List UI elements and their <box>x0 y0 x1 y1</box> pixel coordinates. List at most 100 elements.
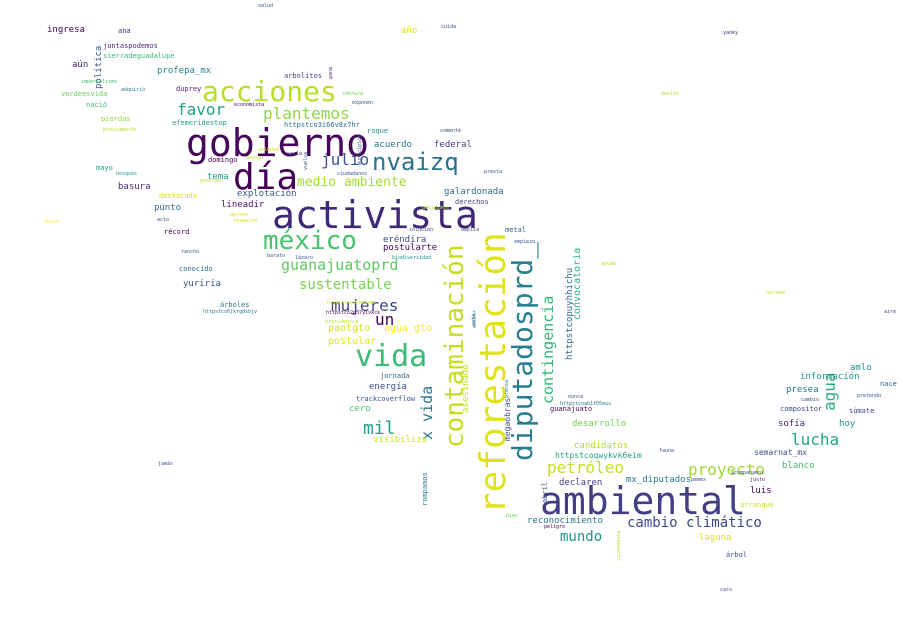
word: arranque <box>740 501 774 509</box>
word: vota <box>471 313 477 326</box>
word: compositor <box>780 405 823 413</box>
word: conocido <box>179 265 213 273</box>
word: aprobó <box>230 212 249 218</box>
word: peligro <box>544 524 566 530</box>
word: comenté <box>440 128 462 134</box>
word: acrede <box>767 290 786 296</box>
word: httpstco6jkrgdsbjv <box>203 309 258 315</box>
word: favor <box>177 100 226 119</box>
word: plantemos <box>263 104 350 123</box>
word: empieza <box>514 239 536 245</box>
word: información <box>800 372 860 382</box>
word: nace <box>880 380 897 388</box>
word: mayo <box>96 164 113 172</box>
word: basura <box>118 182 151 192</box>
word: mx_diputados <box>626 475 692 485</box>
word: energía <box>369 382 407 392</box>
word: presidencia <box>325 319 359 325</box>
word: federal <box>434 140 472 150</box>
word: ciudadanía <box>616 530 622 561</box>
word: año <box>401 26 418 36</box>
word: pierdas <box>101 115 131 123</box>
word: abril <box>541 481 549 503</box>
word: lineadir <box>221 200 265 210</box>
word: ana <box>118 27 131 35</box>
word: diputadosprd_ <box>506 241 539 461</box>
word: presea <box>786 385 819 395</box>
word: luis <box>750 486 772 496</box>
word: contingencia <box>539 295 557 404</box>
word: soledad <box>258 147 280 153</box>
word: medio ambiente <box>297 175 407 190</box>
word: cero <box>349 404 371 414</box>
word: día <box>233 157 299 198</box>
word: méxico <box>263 226 357 256</box>
word: gracias <box>200 178 222 184</box>
word: respaldo <box>233 218 258 224</box>
word: solución <box>409 227 434 233</box>
word: ambiental <box>540 479 746 523</box>
word: previamente <box>103 127 137 133</box>
word: domingo <box>208 156 238 164</box>
word: vuelo <box>44 219 60 225</box>
word: acompañamos <box>731 470 765 476</box>
word: efemeridestop <box>172 119 227 127</box>
word: ciudadanos <box>337 171 368 177</box>
word: un <box>375 310 395 329</box>
word: proyecto <box>688 460 766 479</box>
word: acto <box>157 217 170 223</box>
word: tema <box>207 172 229 182</box>
word: amplia <box>461 227 480 233</box>
word: ingresa <box>47 25 85 35</box>
word: adquirió <box>121 87 146 93</box>
word: aún <box>72 60 89 70</box>
word: httpstcoqwykvk6eim <box>555 451 642 460</box>
word: pemex <box>691 477 707 483</box>
word: justo <box>750 477 766 483</box>
word: declaren <box>559 478 603 488</box>
word: presta <box>484 169 503 175</box>
word: mil <box>363 418 396 439</box>
word: rompamos <box>421 472 429 506</box>
word: httpstcoab1f05eux <box>560 401 612 407</box>
word: barato <box>267 253 286 259</box>
word: httpstco2g37yivkck <box>326 310 381 316</box>
word: destacada <box>159 192 197 200</box>
word: amlo <box>850 363 872 373</box>
word: contaminación <box>440 244 470 449</box>
word: metal <box>505 226 527 234</box>
word: httpstcopuyhhichu <box>565 267 575 360</box>
word: sierradeguadalupe <box>103 52 175 60</box>
word: cambio <box>801 397 820 403</box>
word: derechos <box>455 198 489 206</box>
word: jornada <box>380 372 410 380</box>
word: galardonada <box>444 187 504 197</box>
word: guanajuato <box>550 405 593 413</box>
word: megaobras <box>503 397 512 441</box>
word: rancho <box>181 249 200 255</box>
word: eréndira <box>383 235 427 245</box>
word: biodiversidad <box>392 255 432 261</box>
word: sofía <box>778 419 806 429</box>
word: visibiliza <box>373 435 428 445</box>
word: blanco <box>782 461 815 471</box>
word: aire <box>884 309 897 315</box>
word: decidimos <box>422 205 450 211</box>
word: lázaro <box>295 255 314 261</box>
word: roque <box>367 127 389 135</box>
word: postular <box>328 336 377 347</box>
word: paotgto <box>328 323 371 334</box>
word: bien <box>506 513 519 519</box>
word: sería <box>287 151 303 157</box>
word: arbolitos <box>284 72 322 80</box>
word: gana <box>328 66 334 79</box>
word: trackcoverflow <box>356 395 416 403</box>
word: yanky <box>723 30 739 36</box>
word: municipios <box>357 134 363 165</box>
word: jamás <box>158 461 174 467</box>
word: agua_gto <box>384 323 433 334</box>
word: sustentable <box>299 277 392 293</box>
word: fauna <box>659 448 675 454</box>
word: mundo <box>560 529 603 545</box>
